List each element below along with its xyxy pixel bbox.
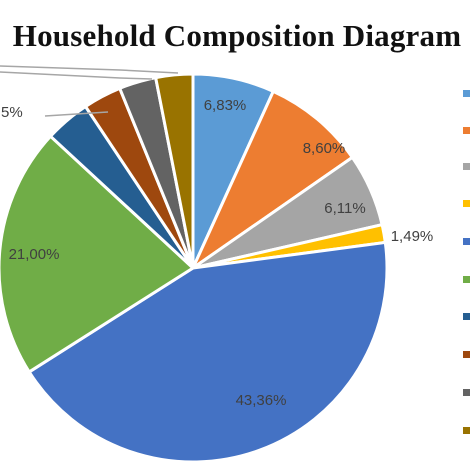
pie-slice [27,240,389,464]
legend-swatch [463,427,470,434]
legend-swatch [463,389,470,396]
legend-swatch [463,276,470,283]
leader-line [0,65,179,74]
data-label: 8,60% [303,140,346,157]
leader-line [0,71,153,80]
data-label: 1,49% [391,228,434,245]
pie-slice [0,134,196,375]
legend-swatch [463,238,470,245]
data-label: 21,00% [9,246,60,263]
legend-swatch [463,127,470,134]
data-label-partial: 5% [1,104,23,121]
legend-swatch [463,313,470,320]
data-label: 6,83% [204,97,247,114]
data-label: 43,36% [236,392,287,409]
leader-line [44,111,109,117]
legend-swatch [463,351,470,358]
legend-swatch [463,163,470,170]
pie-slice [153,72,195,269]
legend-swatch [463,200,470,207]
pie-slice [189,89,355,273]
chart-title: Household Composition Diagram [12,18,462,53]
data-label: 6,11% [324,200,365,217]
legend-swatch [463,90,470,97]
